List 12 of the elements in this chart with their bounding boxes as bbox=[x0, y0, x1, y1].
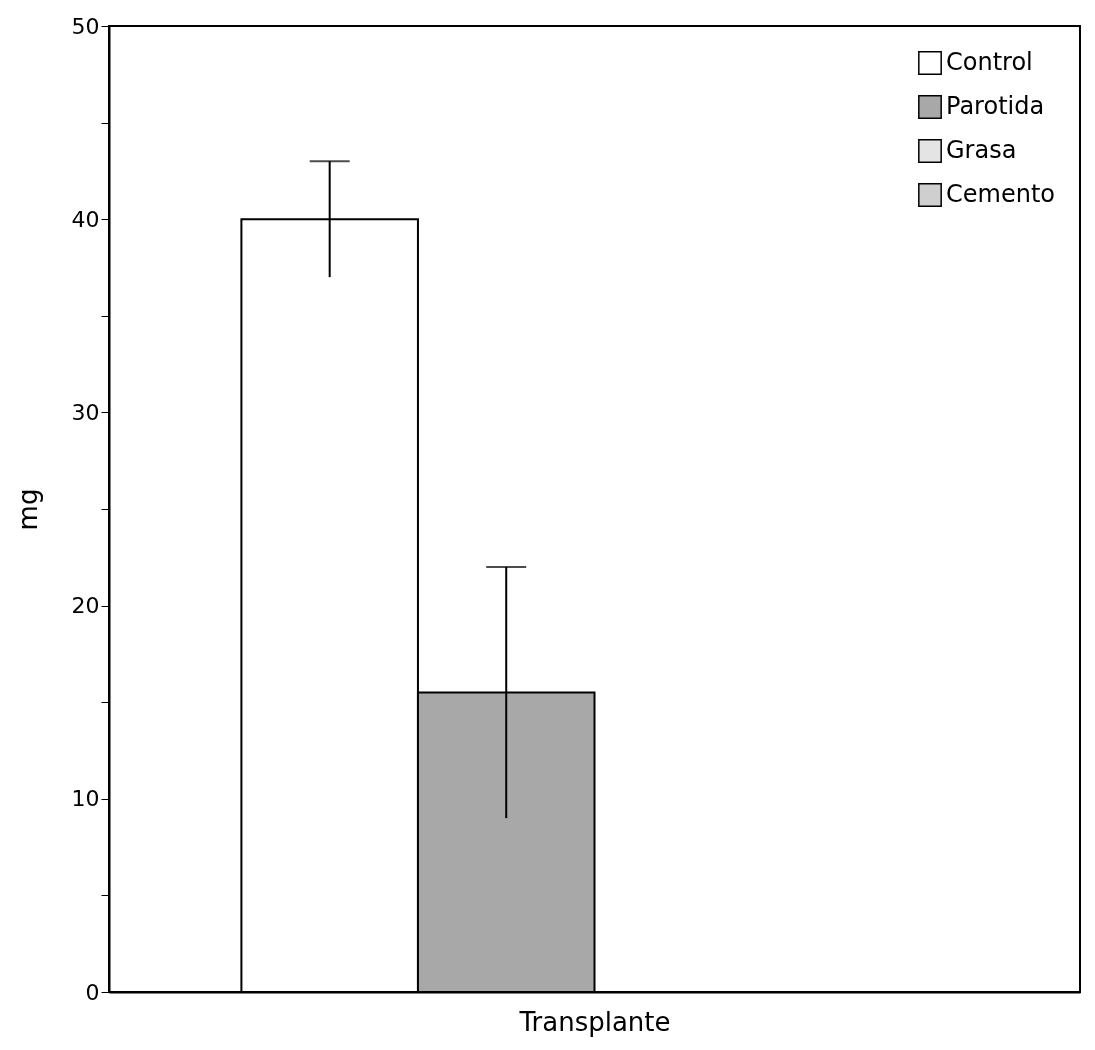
y-tick-label: 10 bbox=[71, 786, 100, 812]
y-tick-label: 50 bbox=[71, 13, 100, 39]
legend-label: Grasa bbox=[946, 136, 1017, 164]
y-tick-label: 40 bbox=[71, 206, 100, 232]
y-axis-title: mg bbox=[12, 488, 43, 531]
y-tick-label: 30 bbox=[71, 399, 100, 425]
legend-label: Control bbox=[946, 48, 1033, 76]
y-tick-label: 0 bbox=[85, 979, 100, 1005]
x-axis-title: Transplante bbox=[518, 1006, 671, 1037]
legend-label: Parotida bbox=[946, 92, 1045, 120]
y-tick-label: 20 bbox=[71, 593, 100, 619]
legend-label: Cemento bbox=[946, 180, 1055, 208]
